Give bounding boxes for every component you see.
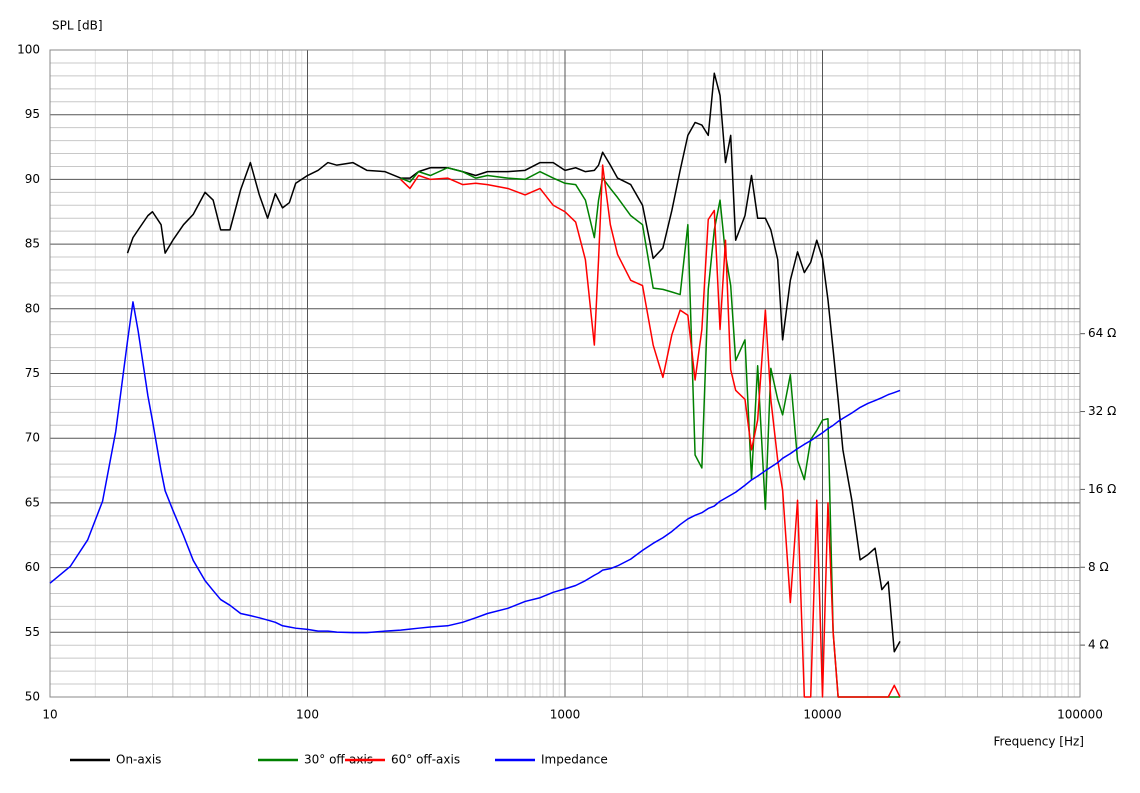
y-tick-label: 100 xyxy=(17,43,40,57)
y-tick-label: 80 xyxy=(25,301,40,315)
legend-label: 60° off-axis xyxy=(391,753,460,767)
y2-tick-label: 8 Ω xyxy=(1088,560,1109,574)
plot-frame xyxy=(49,49,1081,698)
y-tick-label: 95 xyxy=(25,107,40,121)
series-line xyxy=(126,72,901,653)
x-tick-label: 100 xyxy=(296,708,319,722)
y-tick-label: 50 xyxy=(25,690,40,704)
x-axis-label: Frequency [Hz] xyxy=(994,735,1085,749)
legend-label: 30° off-axis xyxy=(304,753,373,767)
y-axis-label: SPL [dB] xyxy=(52,19,103,33)
series-line xyxy=(400,164,901,698)
y2-tick-label: 32 Ω xyxy=(1088,404,1116,418)
series-line xyxy=(49,301,901,634)
y-tick-label: 60 xyxy=(25,560,40,574)
legend-label: Impedance xyxy=(541,753,608,767)
y2-tick-label: 4 Ω xyxy=(1088,638,1109,652)
y2-tick-label: 16 Ω xyxy=(1088,482,1116,496)
y-tick-label: 65 xyxy=(25,495,40,509)
x-tick-label: 10 xyxy=(42,708,57,722)
y-tick-label: 55 xyxy=(25,625,40,639)
y-tick-label: 90 xyxy=(25,172,40,186)
y-tick-label: 70 xyxy=(25,431,40,445)
x-tick-label: 10000 xyxy=(803,708,841,722)
x-tick-label: 1000 xyxy=(550,708,581,722)
legend-label: On-axis xyxy=(116,753,161,767)
y2-tick-label: 64 Ω xyxy=(1088,326,1116,340)
y-tick-label: 75 xyxy=(25,366,40,380)
x-tick-label: 100000 xyxy=(1057,708,1103,722)
y-tick-label: 85 xyxy=(25,237,40,251)
